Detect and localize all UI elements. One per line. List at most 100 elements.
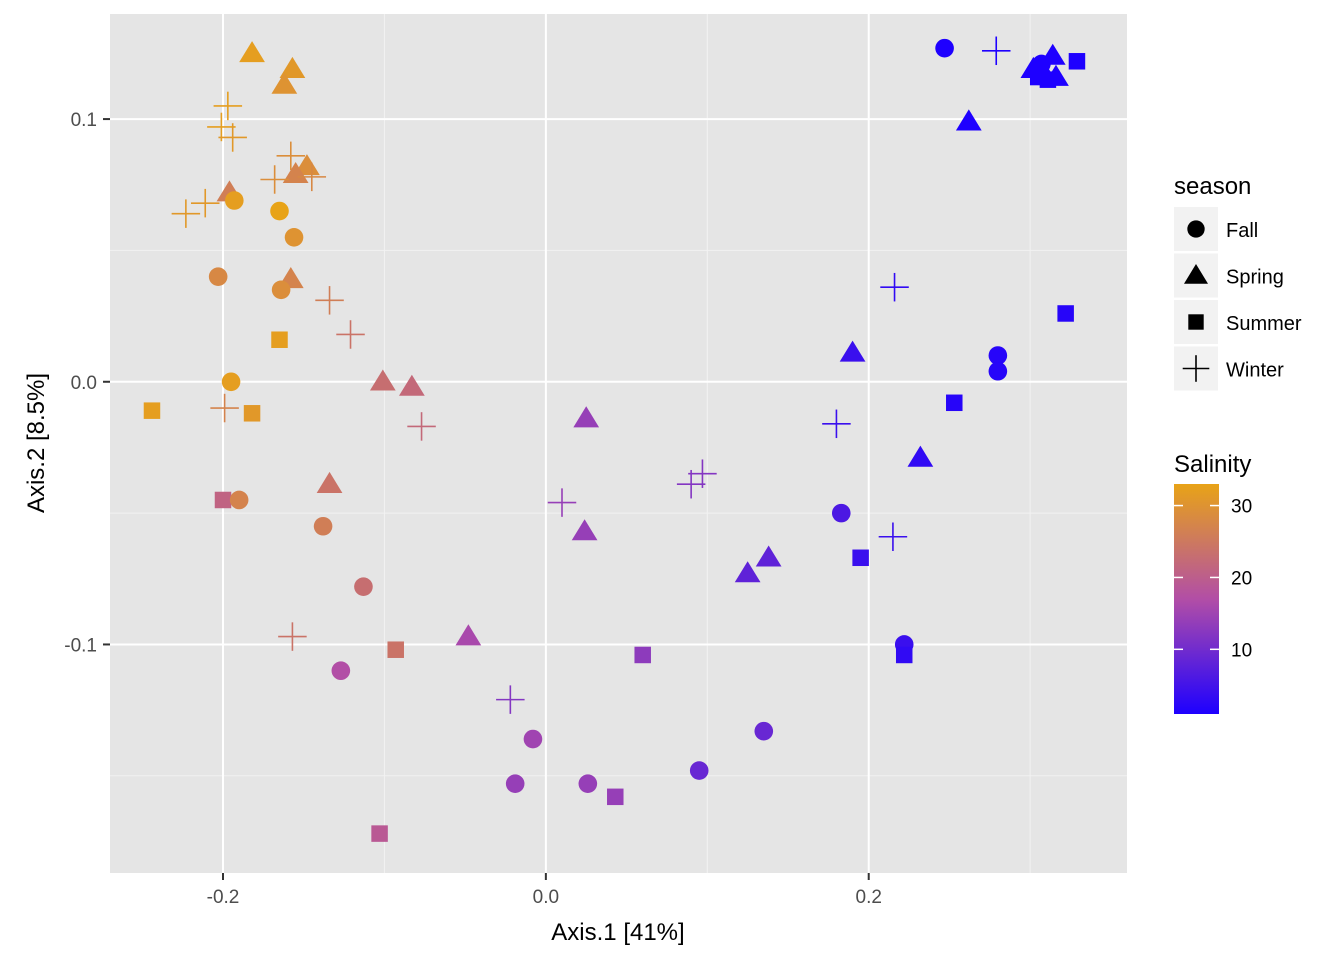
y-tick-label: -0.1 <box>64 635 97 656</box>
data-point-summer <box>607 788 624 806</box>
grid-lines <box>110 14 1127 873</box>
data-point-fall <box>505 774 525 793</box>
data-point-spring <box>907 445 934 467</box>
data-point-spring <box>571 519 598 541</box>
colorbar-tick-label: 20 <box>1231 568 1252 589</box>
legend-label-spring: Spring <box>1226 267 1284 289</box>
data-point-winter <box>878 522 908 552</box>
data-points <box>143 36 1086 842</box>
legend-triangle-icon <box>1183 264 1209 284</box>
data-point-winter <box>207 112 236 142</box>
data-point-winter <box>407 412 436 441</box>
data-point-fall <box>229 490 249 510</box>
data-point-fall <box>1032 54 1051 74</box>
legend-circle-icon <box>1187 220 1205 238</box>
data-point-spring <box>455 624 482 646</box>
data-point-winter <box>822 409 851 439</box>
data-point-summer <box>271 331 288 348</box>
colorbar-tick-label: 10 <box>1231 640 1252 661</box>
y-axis-label: Axis.2 [8.5%] <box>23 373 50 513</box>
data-point-summer <box>1057 305 1074 322</box>
data-point-summer <box>371 825 388 842</box>
data-point-spring <box>369 369 396 391</box>
data-point-spring <box>239 41 265 63</box>
data-point-summer <box>1039 71 1057 88</box>
data-point-fall <box>284 227 304 247</box>
data-point-spring <box>279 56 306 78</box>
data-point-summer <box>243 405 261 422</box>
axes: -0.2 0.0 0.2 -0.1 0.0 0.1 <box>64 110 882 908</box>
data-point-winter <box>688 459 717 488</box>
x-tick-label: -0.2 <box>207 887 240 908</box>
data-point-winter <box>218 123 247 152</box>
y-tick-label: 0.0 <box>71 373 97 394</box>
data-point-summer <box>852 549 869 567</box>
data-point-winter <box>297 162 327 192</box>
data-point-winter <box>210 393 239 423</box>
data-point-spring <box>734 561 761 583</box>
data-point-fall <box>578 774 598 793</box>
data-point-summer <box>634 646 651 664</box>
data-point-fall <box>354 577 373 596</box>
salinity-legend-title: Salinity <box>1174 451 1251 478</box>
data-point-fall <box>313 516 333 536</box>
data-point-winter <box>676 469 706 499</box>
legend-label-fall: Fall <box>1226 220 1258 242</box>
data-point-winter <box>260 165 289 194</box>
data-point-fall <box>523 729 543 749</box>
x-tick-label: 0.0 <box>533 887 559 908</box>
y-tick-label: 0.1 <box>71 110 97 131</box>
data-point-spring <box>573 406 600 428</box>
data-point-winter <box>981 36 1011 66</box>
x-axis-label: Axis.1 [41%] <box>551 919 684 946</box>
data-point-spring <box>399 374 425 396</box>
data-point-winter <box>276 141 306 171</box>
plot-background <box>110 14 1127 873</box>
data-point-spring <box>839 340 866 362</box>
salinity-legend: Salinity 10 20 30 <box>1174 451 1252 714</box>
data-point-fall <box>208 267 228 286</box>
x-tick-label: 0.2 <box>856 887 882 908</box>
data-point-fall <box>754 721 774 741</box>
data-point-fall <box>270 201 289 221</box>
data-point-spring <box>294 154 320 176</box>
legend-square-icon <box>1188 314 1204 330</box>
data-point-fall <box>988 361 1008 381</box>
data-point-winter <box>496 685 525 714</box>
data-point-fall <box>935 38 954 58</box>
data-point-summer <box>1068 53 1086 70</box>
data-point-summer <box>214 491 232 509</box>
data-point-summer <box>895 646 913 664</box>
data-point-summer <box>946 394 963 412</box>
data-point-winter <box>880 272 909 302</box>
data-point-winter <box>315 286 344 315</box>
data-point-winter <box>278 622 307 651</box>
salinity-colorbar <box>1174 484 1219 714</box>
data-point-spring <box>755 545 782 567</box>
data-point-winter <box>547 488 577 517</box>
legend-label-summer: Summer <box>1226 313 1302 335</box>
data-point-fall <box>271 280 291 300</box>
data-point-fall <box>988 346 1008 365</box>
data-point-fall <box>331 661 351 681</box>
data-point-spring <box>316 471 343 493</box>
data-point-winter <box>190 188 220 218</box>
legend-label-winter: Winter <box>1226 360 1284 382</box>
data-point-winter <box>213 91 243 121</box>
data-point-fall <box>831 503 851 523</box>
data-point-fall <box>221 372 241 392</box>
season-legend-title: season <box>1174 173 1251 200</box>
legend-plus-icon <box>1182 355 1210 382</box>
data-point-spring <box>282 161 309 184</box>
colorbar-tick-label: 30 <box>1231 497 1252 518</box>
data-point-summer <box>387 641 404 658</box>
data-point-spring <box>271 72 298 94</box>
data-point-winter <box>336 320 365 349</box>
data-point-spring <box>955 109 982 131</box>
data-point-winter <box>171 199 201 228</box>
data-point-fall <box>689 761 709 780</box>
season-legend: season Fall Spring Summer Winter <box>1174 173 1302 391</box>
data-point-summer <box>143 402 161 419</box>
